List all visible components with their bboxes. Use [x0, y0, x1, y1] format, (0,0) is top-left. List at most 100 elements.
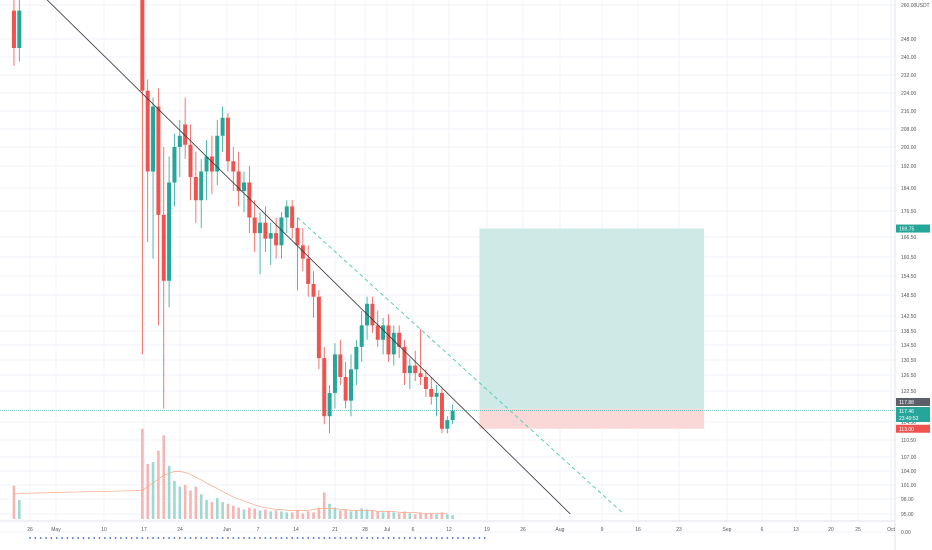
session-dot [371, 537, 374, 539]
session-dot [200, 537, 203, 539]
candle-body [183, 124, 188, 145]
time-tick-label: 24 [177, 527, 183, 533]
session-dot [232, 537, 235, 539]
volume-bar [339, 510, 342, 519]
price-tick-label: 248.00 [901, 37, 917, 43]
trendlines[interactable] [0, 0, 625, 515]
volume-bar [446, 514, 449, 519]
candle-body [220, 117, 225, 136]
volume-bar [333, 507, 337, 519]
session-dot [216, 537, 219, 539]
volume-bar [232, 505, 235, 519]
session-dot [162, 537, 165, 539]
price-tick-label: 142.50 [901, 314, 917, 320]
candle-body [386, 325, 391, 355]
candle-body [407, 365, 412, 374]
session-dot [334, 537, 336, 539]
candle-body [140, 0, 145, 91]
volume-bar [451, 515, 454, 519]
session-dot [173, 537, 176, 539]
session-dot [350, 537, 352, 539]
time-axis[interactable]: 26 May 10 17 24 Jun 7 14 21 28 Jul 6 12 19 26 Aug 9 16 23 S… [27, 527, 895, 539]
volume-bar [12, 485, 16, 519]
session-dot [130, 537, 133, 539]
candle-body [322, 358, 327, 417]
volume-bar [301, 513, 305, 519]
volume-bar [371, 510, 374, 519]
price-tick-label: 134.50 [901, 343, 917, 349]
volume-bar [189, 490, 192, 519]
session-dot [243, 537, 245, 539]
descending-trendline [46, 0, 571, 515]
current-price-badge: 117.46 [899, 409, 914, 415]
session-dot [50, 537, 53, 539]
volume-bar [146, 463, 149, 519]
session-dot [39, 537, 42, 539]
volume-bar [157, 450, 160, 519]
candle-body [209, 156, 214, 172]
position-zones[interactable] [0, 228, 895, 429]
price-axis[interactable]: 260.00 248.00 240.00 232.00 224.00 216.00 208.… [901, 3, 930, 536]
session-dot [344, 537, 347, 539]
session-dot [296, 537, 299, 539]
session-dot [291, 537, 294, 539]
time-tick-label: 10 [101, 527, 107, 533]
session-dot [120, 537, 122, 539]
candle-body [343, 377, 348, 401]
price-tick-label: 176.50 [901, 209, 917, 215]
time-tick-label: 7 [257, 527, 260, 533]
time-tick-label: Oct [887, 527, 895, 533]
session-dot [184, 537, 187, 539]
price-tick-label: 138.50 [901, 329, 917, 335]
session-dot [414, 537, 417, 539]
projected-trendline [297, 217, 625, 515]
session-dot [328, 537, 331, 539]
price-tick-label: 160.50 [901, 255, 917, 261]
session-dot [157, 537, 160, 539]
volume-ma-line [13, 471, 448, 514]
candle-body [439, 392, 444, 429]
session-dot [178, 537, 181, 539]
candle-body [290, 206, 295, 228]
session-dot [387, 537, 390, 539]
candle-body [359, 325, 364, 347]
volume-bar [264, 509, 267, 519]
candle-body [397, 332, 402, 347]
time-tick-label: 26 [520, 527, 526, 533]
candle-body [429, 389, 434, 397]
current-price-badge-bg [896, 407, 930, 415]
volume-bar [285, 512, 289, 519]
time-tick-label: Aug [556, 527, 565, 533]
time-tick-label: 6 [761, 527, 764, 533]
session-dot [478, 537, 481, 539]
volume-bar [344, 509, 347, 519]
time-tick-label: Jun [223, 527, 231, 533]
volume-bar [215, 498, 219, 519]
volume-bar [274, 510, 278, 519]
session-dot [323, 537, 326, 539]
candle-body [193, 177, 198, 201]
session-dot [205, 537, 208, 539]
time-tick-label: 12 [446, 527, 452, 533]
candle-body [215, 135, 220, 172]
volume-bar [408, 513, 412, 519]
session-dot [34, 537, 37, 539]
volume-bar [280, 511, 283, 519]
session-dot [301, 537, 304, 539]
session-dot [376, 537, 379, 539]
session-dot [462, 537, 465, 539]
session-dot [194, 537, 197, 539]
session-dot [45, 537, 47, 539]
session-dot [104, 537, 106, 539]
price-tick-label: 260.00 [901, 3, 917, 9]
price-tick-label: 240.00 [901, 55, 917, 61]
volume-bar [269, 511, 273, 519]
candle-body [204, 156, 209, 172]
volume-bar [312, 512, 315, 519]
volume-bar [419, 512, 422, 519]
candle-body [145, 90, 150, 172]
price-tick-label: 98.00 [901, 497, 914, 503]
